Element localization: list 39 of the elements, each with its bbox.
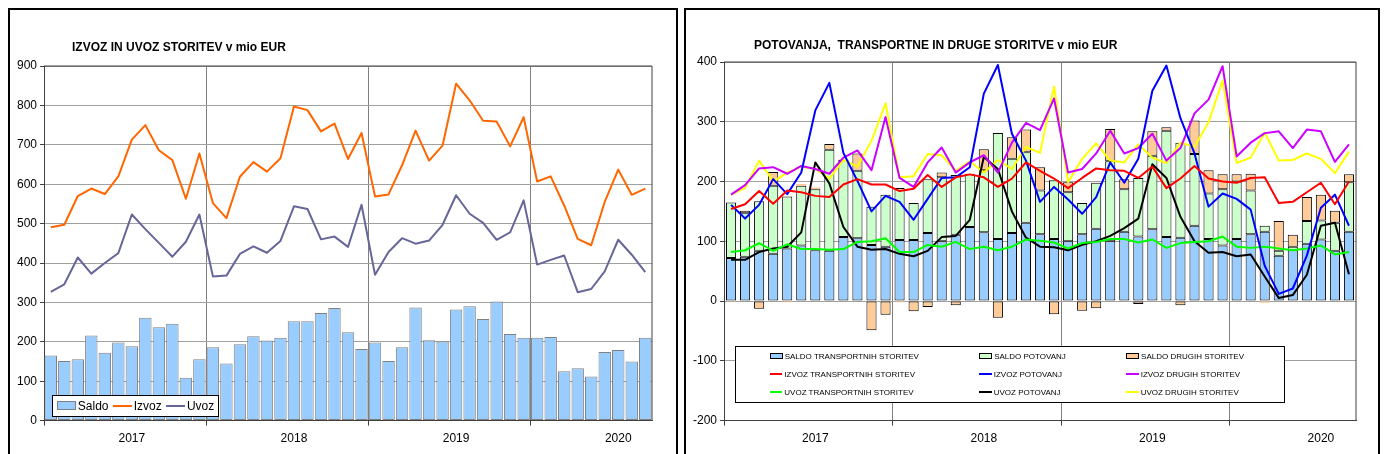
y-tick-label: 400 bbox=[16, 255, 38, 270]
x-tick-label: 2018 bbox=[970, 431, 998, 446]
legend-label: Izvoz bbox=[133, 398, 162, 413]
y-tick-label: 200 bbox=[16, 334, 38, 349]
y-tick-label: 600 bbox=[16, 176, 38, 191]
x-tick-label: 2019 bbox=[1139, 431, 1167, 446]
y-tick-label: 500 bbox=[16, 215, 38, 230]
y-tick-label: 0 bbox=[30, 412, 38, 427]
y-tick-label: 300 bbox=[696, 114, 718, 129]
x-tick-label: 2018 bbox=[280, 431, 308, 446]
y-tick-label: 700 bbox=[16, 137, 38, 152]
legend-label: UVOZ DRUGIH STORITEV bbox=[1140, 387, 1239, 397]
y-tick-label: 900 bbox=[16, 58, 38, 73]
x-tick-label: 2017 bbox=[801, 431, 829, 446]
legend-label: SALDO TRANSPORTNIH STORITEV bbox=[784, 351, 919, 361]
y-tick-label: 0 bbox=[710, 293, 718, 308]
legend-label: IZVOZ POTOVANJ bbox=[993, 369, 1062, 379]
y-tick-label: 800 bbox=[16, 97, 38, 112]
y-tick-label: 300 bbox=[16, 294, 38, 309]
x-tick-label: 2019 bbox=[442, 431, 470, 446]
legend-label: Saldo bbox=[77, 398, 109, 413]
y-tick-label: 400 bbox=[696, 54, 718, 69]
y-tick-label: 100 bbox=[16, 373, 38, 388]
legend-label: SALDO POTOVANJ bbox=[994, 351, 1066, 361]
y-tick-label: 100 bbox=[696, 233, 718, 248]
legend-label: IZVOZ DRUGIH STORITEV bbox=[1140, 369, 1241, 379]
legend-label: Uvoz bbox=[186, 398, 215, 413]
chart-title: POTOVANJA, TRANSPORTNE IN DRUGE STORITVE v mio EUR bbox=[754, 38, 1118, 52]
y-tick-label: 200 bbox=[696, 173, 718, 188]
legend-label: UVOZ TRANSPORTNIH STORITEV bbox=[784, 387, 914, 397]
y-tick-label: -200 bbox=[692, 412, 718, 427]
legend-label: IZVOZ TRANSPORTNIH STORITEV bbox=[784, 369, 915, 379]
x-tick-label: 2020 bbox=[1307, 431, 1335, 446]
legend-label: UVOZ POTOVANJ bbox=[993, 387, 1061, 397]
y-tick-label: -100 bbox=[692, 353, 718, 368]
x-tick-label: 2017 bbox=[118, 431, 146, 446]
legend-label: SALDO DRUGIH STORITEV bbox=[1141, 351, 1245, 361]
x-tick-label: 2020 bbox=[604, 431, 632, 446]
chart-title: IZVOZ IN UVOZ STORITEV v mio EUR bbox=[72, 40, 286, 54]
